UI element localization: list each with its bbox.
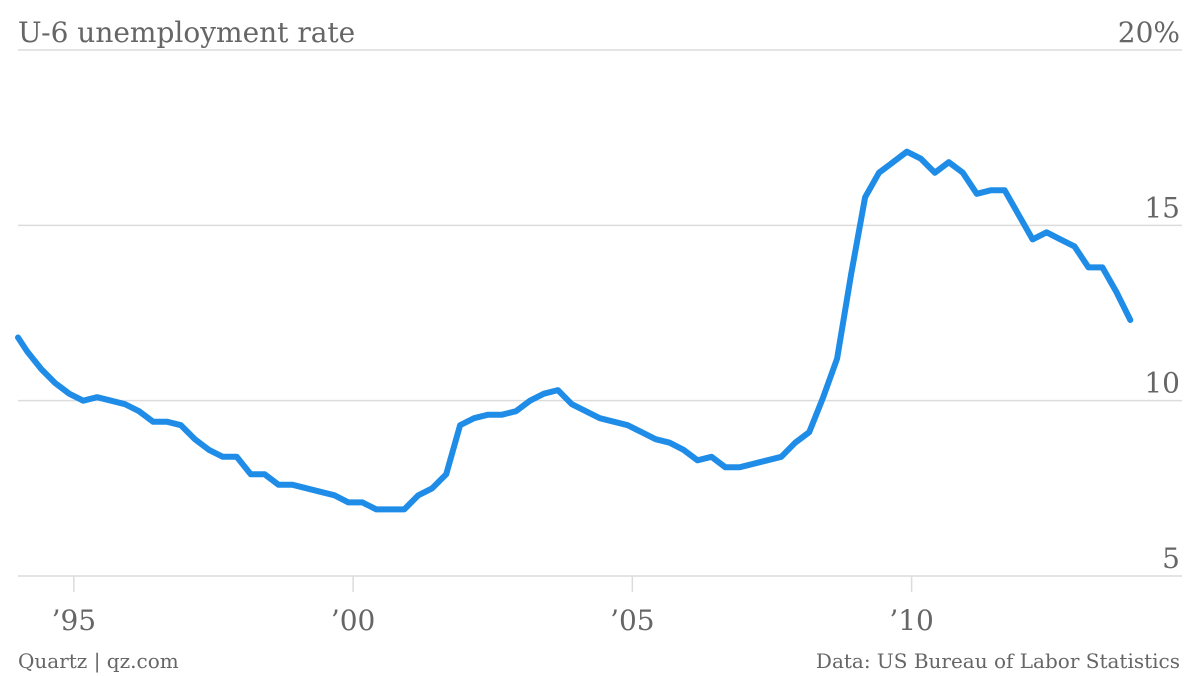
chart-title: U-6 unemployment rate xyxy=(18,16,355,49)
footer-source-right: Data: US Bureau of Labor Statistics xyxy=(816,649,1180,673)
gridlines xyxy=(18,49,1182,577)
x-tick-label: ’95 xyxy=(52,604,97,637)
y-tick-label: 20% xyxy=(1118,16,1180,49)
x-axis: ’95 ’00 ’05 ’10 xyxy=(52,576,934,637)
series-line xyxy=(15,148,1134,513)
y-tick-label: 15 xyxy=(1144,191,1180,224)
x-tick-label: ’10 xyxy=(889,604,934,637)
y-axis-labels: 20% 15 10 5 xyxy=(1118,16,1180,575)
series-layer xyxy=(15,148,1134,513)
y-tick-label: 10 xyxy=(1144,367,1180,400)
x-tick-label: ’00 xyxy=(331,604,376,637)
x-tick-label: ’05 xyxy=(610,604,655,637)
footer-source-left: Quartz | qz.com xyxy=(18,649,179,674)
y-tick-label: 5 xyxy=(1162,542,1180,575)
